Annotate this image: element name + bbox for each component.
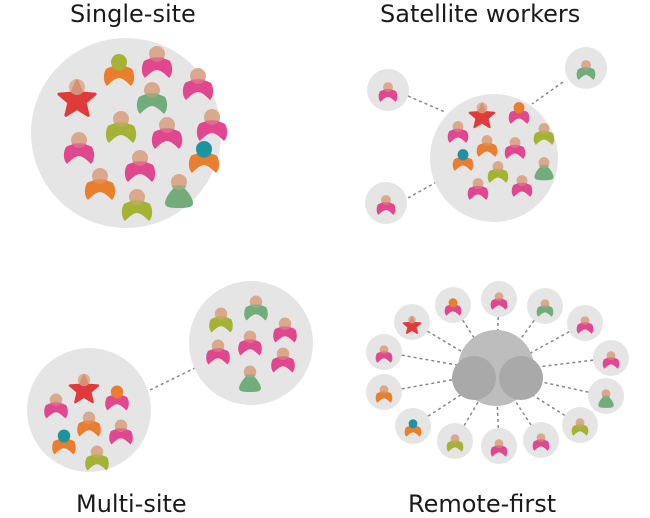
person-icon (209, 307, 233, 333)
person-icon (105, 111, 137, 143)
multi-site-title: Multi-site (76, 490, 187, 518)
person-icon (103, 54, 135, 86)
person-icon (576, 60, 596, 80)
person-icon (375, 345, 393, 363)
satellite-workers-title: Satellite workers (380, 0, 581, 28)
person-icon (602, 351, 620, 369)
remote-hub-right (499, 356, 543, 400)
person-icon (165, 174, 193, 208)
person-icon (444, 298, 462, 316)
people-icons (44, 46, 620, 471)
person-icon (196, 109, 228, 141)
person-icon (77, 411, 101, 437)
person-icon (188, 141, 220, 173)
person-icon (109, 419, 133, 445)
person-icon (511, 175, 533, 197)
person-icon (85, 445, 109, 471)
person-icon (504, 137, 526, 159)
person-icon (467, 178, 489, 200)
dashed-connector (407, 179, 441, 199)
dashed-connector (495, 371, 607, 397)
person-icon (271, 347, 295, 373)
person-icon (182, 68, 214, 100)
person-icon (124, 150, 156, 182)
person-icon (136, 82, 168, 114)
star-person-icon (402, 315, 422, 335)
person-icon (571, 418, 589, 436)
person-icon (238, 330, 262, 356)
star-person-icon (68, 373, 100, 404)
person-icon (375, 385, 393, 403)
dashed-connector (495, 371, 581, 426)
person-icon (532, 433, 550, 451)
dashed-connector (407, 95, 446, 113)
dashed-connector (531, 81, 564, 105)
person-icon (141, 46, 173, 78)
person-icon (105, 385, 129, 411)
person-icon (378, 82, 398, 102)
person-icon (536, 299, 554, 317)
person-icon (452, 149, 474, 171)
remote-first-title: Remote-first (408, 490, 557, 518)
person-icon (273, 317, 297, 343)
person-icon (84, 168, 116, 200)
person-icon (576, 316, 594, 334)
person-icon (508, 102, 530, 124)
single-site-title: Single-site (70, 0, 196, 28)
star-person-icon (57, 79, 97, 117)
person-icon (487, 161, 509, 183)
person-icon (44, 393, 68, 419)
person-icon (404, 419, 422, 437)
person-icon (490, 439, 508, 457)
remote-hub-left (452, 356, 496, 400)
dashed-connector (149, 367, 196, 391)
dashed-connector (383, 371, 497, 393)
dashed-connector (411, 321, 497, 373)
person-icon (446, 434, 464, 452)
person-icon (151, 117, 183, 149)
person-icon (376, 195, 396, 215)
person-icon (598, 389, 614, 408)
person-icon (239, 365, 261, 393)
person-icon (490, 292, 508, 310)
person-icon (533, 123, 555, 145)
person-icon (447, 121, 469, 143)
site-circles (27, 38, 629, 472)
person-icon (534, 157, 554, 181)
star-person-icon (468, 102, 496, 129)
dashed-connector (412, 371, 497, 427)
person-icon (476, 135, 498, 157)
dashed-connector (383, 351, 497, 373)
person-icon (63, 132, 95, 164)
person-icon (244, 295, 268, 321)
person-icon (52, 429, 76, 455)
person-icon (121, 189, 153, 221)
person-icon (206, 339, 230, 365)
